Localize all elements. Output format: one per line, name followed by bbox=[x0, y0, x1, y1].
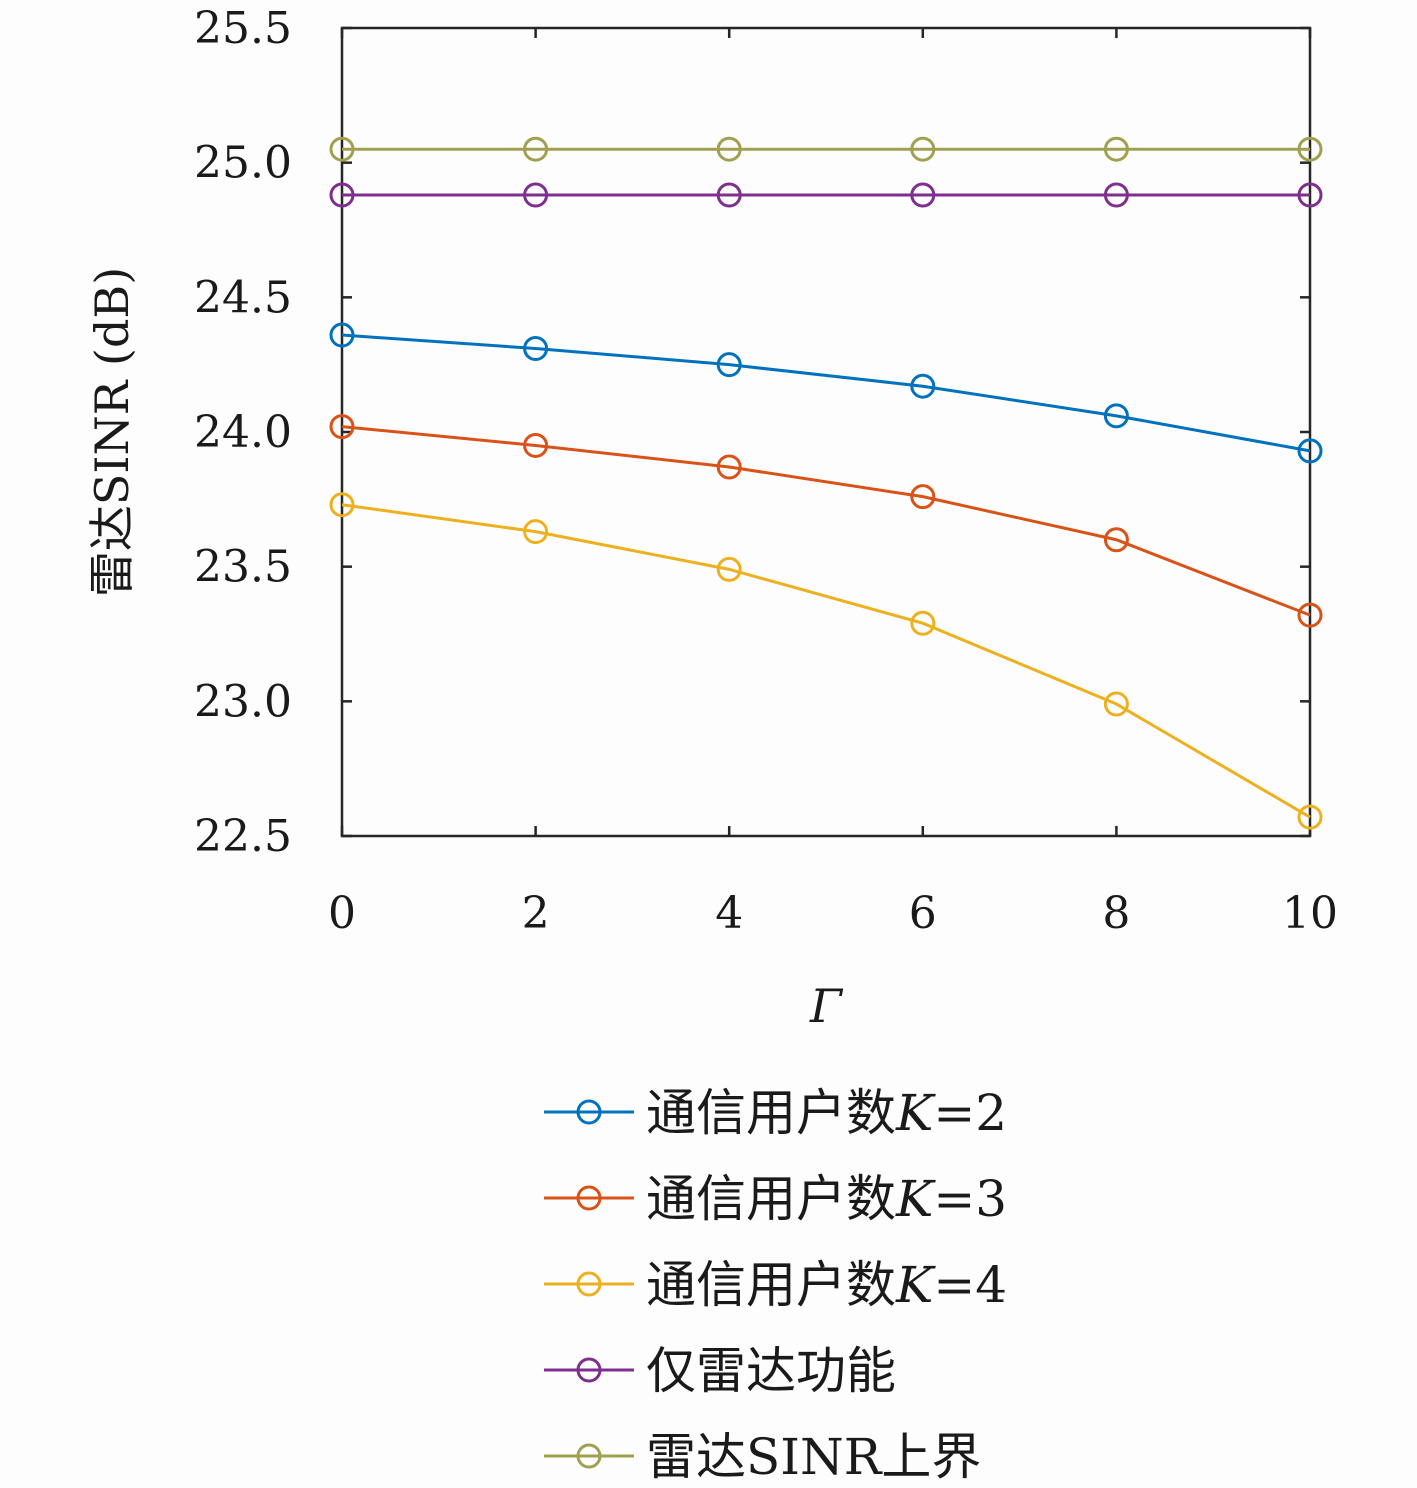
y-tick-label: 24.5 bbox=[194, 272, 292, 323]
data-point bbox=[1297, 136, 1323, 162]
legend-swatch-marker bbox=[576, 1185, 602, 1211]
data-point bbox=[716, 136, 742, 162]
series-line-2 bbox=[341, 425, 1311, 617]
data-point bbox=[523, 336, 549, 362]
legend-label: 通信用户数K=4 bbox=[646, 1256, 1007, 1314]
data-point bbox=[329, 492, 355, 518]
data-point bbox=[716, 182, 742, 208]
series-group bbox=[329, 136, 1323, 830]
data-point bbox=[1297, 438, 1323, 464]
legend-label-suffix: =2 bbox=[933, 1084, 1007, 1142]
legend-label-var: K bbox=[895, 1256, 936, 1314]
y-tick-label: 23.0 bbox=[194, 676, 292, 727]
legend-item-5: 雷达SINR上界 bbox=[544, 1428, 981, 1486]
data-point bbox=[910, 136, 936, 162]
legend-item-4: 仅雷达功能 bbox=[544, 1342, 896, 1400]
legend-label-text: 通信用户数 bbox=[646, 1256, 896, 1314]
x-tick-label: 4 bbox=[715, 888, 743, 939]
legend-label-suffix: =3 bbox=[933, 1170, 1007, 1228]
x-tick-label: 2 bbox=[522, 888, 550, 939]
x-tick-label: 0 bbox=[328, 888, 356, 939]
data-point bbox=[329, 414, 355, 440]
legend-label: 通信用户数K=3 bbox=[646, 1170, 1007, 1228]
data-point bbox=[1103, 182, 1129, 208]
series-line-3 bbox=[341, 503, 1311, 819]
y-tick-label: 25.0 bbox=[194, 138, 292, 189]
data-point bbox=[329, 136, 355, 162]
data-point bbox=[1103, 403, 1129, 429]
legend-label-var: K bbox=[895, 1084, 936, 1142]
y-axis-title: 雷达SINR (dB) bbox=[85, 267, 139, 597]
legend-item-1: 通信用户数K=2 bbox=[544, 1084, 1007, 1142]
y-tick-label: 25.5 bbox=[194, 3, 292, 54]
data-point bbox=[1103, 691, 1129, 717]
data-point bbox=[910, 182, 936, 208]
x-axis-title: Γ bbox=[809, 979, 844, 1033]
data-point bbox=[716, 556, 742, 582]
data-point bbox=[329, 182, 355, 208]
data-point bbox=[1297, 804, 1323, 830]
legend-item-2: 通信用户数K=3 bbox=[544, 1170, 1007, 1228]
data-point bbox=[910, 484, 936, 510]
legend-swatch-marker bbox=[576, 1099, 602, 1125]
data-point bbox=[910, 610, 936, 636]
x-tick-label: 6 bbox=[909, 888, 937, 939]
data-point bbox=[1297, 602, 1323, 628]
y-tick-label: 22.5 bbox=[194, 811, 292, 862]
legend-label: 通信用户数K=2 bbox=[646, 1084, 1007, 1142]
x-tick-label: 10 bbox=[1282, 888, 1338, 939]
legend-label-text: 仅雷达功能 bbox=[646, 1342, 896, 1400]
legend-swatch-marker bbox=[576, 1271, 602, 1297]
data-point bbox=[523, 432, 549, 458]
legend-label-text: 雷达SINR上界 bbox=[646, 1428, 981, 1486]
data-point bbox=[523, 519, 549, 545]
legend-item-3: 通信用户数K=4 bbox=[544, 1256, 1007, 1314]
data-point bbox=[1297, 182, 1323, 208]
legend-label-text: 通信用户数 bbox=[646, 1084, 896, 1142]
axis-ticks: 0 2 4 6 8 10 22.5 23.0 23.5 24.0 24.5 25.0 25.5 bbox=[194, 3, 1338, 939]
data-point bbox=[1103, 527, 1129, 553]
y-tick-label: 24.0 bbox=[194, 407, 292, 458]
y-tick-label: 23.5 bbox=[194, 542, 292, 593]
legend-label-var: K bbox=[895, 1170, 936, 1228]
data-point bbox=[716, 352, 742, 378]
data-point bbox=[1103, 136, 1129, 162]
legend-label-suffix: =4 bbox=[933, 1256, 1007, 1314]
legend-label: 仅雷达功能 bbox=[646, 1342, 896, 1400]
legend-swatch-marker bbox=[576, 1357, 602, 1383]
legend-label-text: 通信用户数 bbox=[646, 1170, 896, 1228]
data-point bbox=[329, 322, 355, 348]
x-tick-label: 8 bbox=[1102, 888, 1130, 939]
data-point bbox=[716, 454, 742, 480]
series-line-1 bbox=[341, 333, 1311, 453]
legend-swatch-marker bbox=[576, 1443, 602, 1469]
data-point bbox=[910, 373, 936, 399]
legend-label: 雷达SINR上界 bbox=[646, 1428, 981, 1486]
data-point bbox=[523, 136, 549, 162]
data-point bbox=[523, 182, 549, 208]
